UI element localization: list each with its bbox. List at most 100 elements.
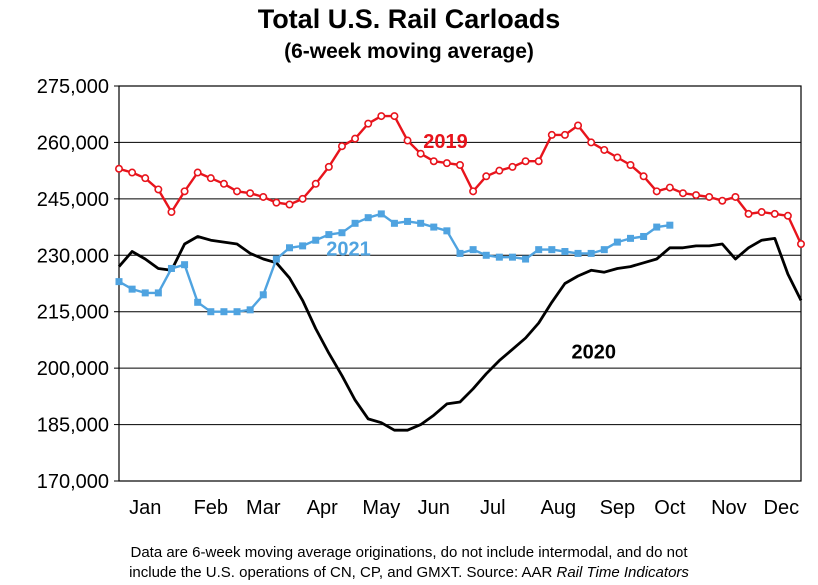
y-tick-label: 245,000 [37, 189, 109, 211]
point-2019 [770, 209, 779, 218]
point-2019 [377, 112, 386, 121]
x-axis: Jan Feb Mar Apr May Jun Jul Aug Sep Oct Nov Dec [129, 497, 799, 519]
point-2019 [482, 172, 491, 181]
point-2021 [154, 289, 162, 297]
x-tick-label-aug: Aug [541, 497, 577, 519]
point-2019 [718, 196, 727, 205]
point-2019 [429, 157, 438, 166]
point-2019 [508, 162, 517, 171]
point-2021 [666, 221, 674, 229]
point-2021 [653, 223, 661, 231]
point-2019 [285, 200, 294, 209]
point-2019 [403, 136, 412, 145]
point-2021 [167, 264, 175, 272]
point-2019 [455, 161, 464, 170]
point-2019 [115, 164, 124, 173]
point-2019 [193, 168, 202, 177]
point-2021 [627, 234, 634, 242]
point-2021 [115, 278, 123, 286]
point-2019 [259, 192, 268, 201]
point-2021 [272, 255, 280, 263]
point-2021 [443, 227, 451, 235]
x-tick-label-oct: Oct [654, 497, 686, 519]
point-2021 [233, 308, 241, 316]
point-2019 [246, 189, 255, 198]
point-2021 [404, 217, 412, 225]
point-2019 [351, 134, 360, 143]
y-tick-label: 275,000 [37, 76, 109, 98]
point-2019 [783, 211, 792, 220]
point-2019 [233, 187, 242, 196]
point-2021 [141, 289, 149, 297]
point-2019 [600, 145, 609, 154]
point-2019 [652, 187, 661, 196]
footnote-line-2: include the U.S. operations of CN, CP, a… [0, 563, 818, 582]
x-tick-label-jun: Jun [418, 497, 450, 519]
point-2019 [587, 138, 596, 147]
point-2019 [442, 159, 451, 168]
point-2019 [337, 142, 346, 151]
point-2019 [154, 185, 163, 194]
footnote-source: Rail Time Indicators [556, 564, 689, 581]
point-2021 [548, 246, 556, 254]
point-2019 [731, 192, 740, 201]
point-2021 [325, 231, 333, 239]
point-2019 [626, 161, 635, 170]
series-line-2021 [118, 212, 670, 313]
point-2019 [390, 112, 399, 121]
point-2021 [259, 291, 267, 299]
point-2021 [351, 219, 359, 227]
point-2021 [286, 244, 293, 252]
point-2019 [521, 157, 530, 166]
point-2021 [207, 308, 215, 316]
point-2019 [128, 168, 137, 177]
point-2019 [744, 209, 753, 218]
point-2019 [796, 240, 805, 249]
point-2019 [180, 187, 189, 196]
point-2021 [246, 306, 254, 314]
point-2021 [312, 236, 320, 244]
point-2019 [272, 198, 281, 207]
point-2021 [522, 255, 530, 263]
point-2021 [456, 249, 464, 257]
point-2021 [508, 253, 516, 261]
point-2021 [128, 285, 136, 293]
point-2019 [574, 121, 583, 130]
y-tick-label: 170,000 [37, 471, 109, 493]
series-2019 [115, 112, 805, 249]
series-label-2019: 2019 [423, 131, 468, 153]
point-2021 [640, 232, 648, 240]
point-2019 [324, 162, 333, 171]
point-2019 [364, 119, 373, 128]
point-2021 [364, 214, 372, 222]
point-2019 [678, 189, 687, 198]
point-2021 [430, 223, 438, 231]
point-2021 [613, 238, 621, 246]
point-2019 [416, 149, 425, 158]
x-tick-label-jan: Jan [129, 497, 161, 519]
point-2019 [705, 192, 714, 201]
point-2019 [757, 208, 766, 217]
y-tick-label: 200,000 [37, 358, 109, 380]
point-2019 [665, 183, 674, 192]
point-2021 [535, 246, 543, 254]
point-2021 [417, 219, 425, 227]
point-2019 [495, 166, 504, 175]
x-tick-label-may: May [362, 497, 400, 519]
series-2021 [115, 210, 674, 316]
chart-subtitle: (6-week moving average) [284, 40, 534, 63]
point-2021 [194, 298, 202, 306]
point-2019 [560, 130, 569, 139]
y-tick-label: 215,000 [37, 302, 109, 324]
point-2019 [219, 179, 228, 188]
point-2019 [167, 208, 176, 217]
point-2021 [220, 308, 228, 316]
x-tick-label-mar: Mar [246, 497, 281, 519]
point-2021 [181, 261, 189, 269]
point-2019 [469, 187, 478, 196]
series-2020 [117, 235, 803, 432]
point-2019 [311, 179, 320, 188]
x-tick-label-feb: Feb [194, 497, 228, 519]
point-2021 [482, 251, 490, 259]
point-2021 [377, 210, 385, 218]
